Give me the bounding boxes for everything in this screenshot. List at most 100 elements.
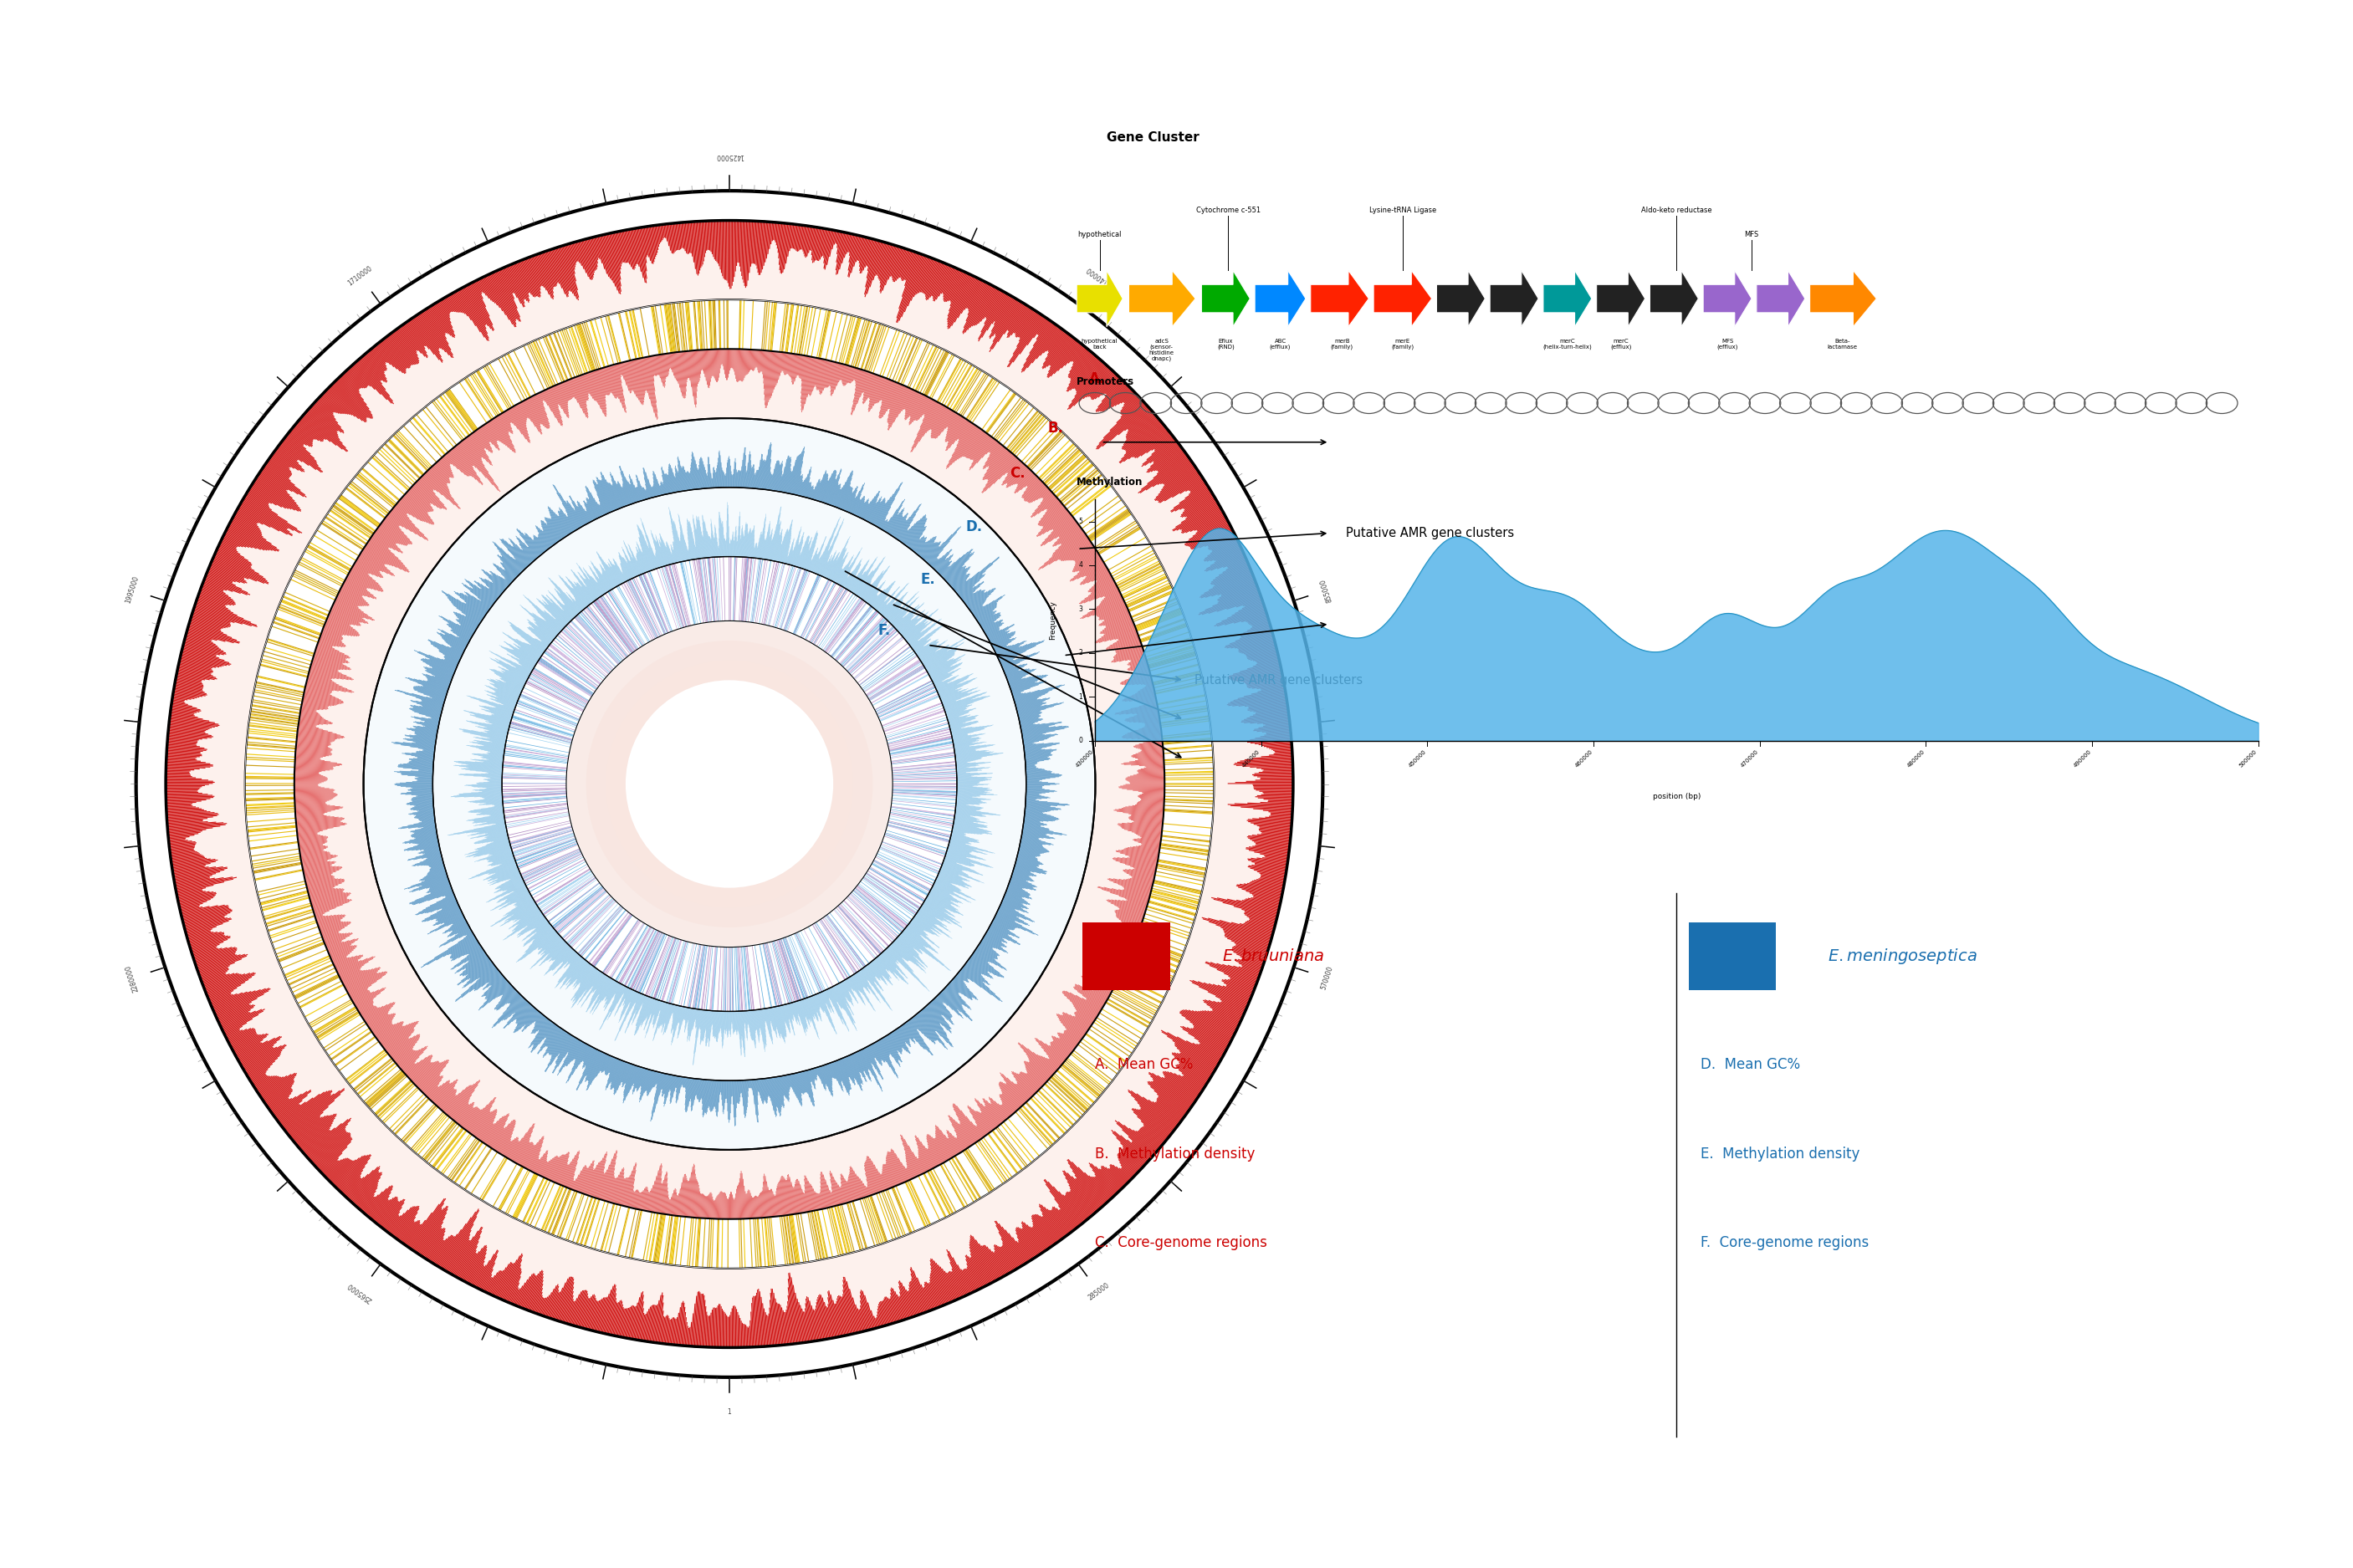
Wedge shape — [499, 892, 529, 909]
Wedge shape — [802, 580, 831, 638]
Wedge shape — [805, 1176, 812, 1212]
Wedge shape — [953, 737, 979, 742]
Wedge shape — [1242, 958, 1264, 966]
Wedge shape — [619, 1178, 626, 1204]
Wedge shape — [586, 1051, 600, 1079]
Wedge shape — [294, 757, 320, 759]
Wedge shape — [515, 839, 576, 861]
Wedge shape — [1054, 538, 1089, 561]
Wedge shape — [812, 536, 826, 572]
Wedge shape — [209, 994, 233, 1005]
Wedge shape — [1021, 831, 1045, 834]
Wedge shape — [969, 1253, 988, 1286]
Wedge shape — [419, 1060, 449, 1090]
Wedge shape — [896, 1029, 908, 1044]
Wedge shape — [624, 993, 638, 1021]
Wedge shape — [998, 909, 1024, 922]
Wedge shape — [1162, 1077, 1195, 1101]
Wedge shape — [988, 301, 1021, 353]
Wedge shape — [607, 483, 619, 510]
Wedge shape — [628, 1185, 633, 1207]
Wedge shape — [1132, 877, 1153, 883]
Wedge shape — [1129, 673, 1151, 679]
Wedge shape — [765, 532, 769, 560]
Wedge shape — [953, 426, 979, 463]
Wedge shape — [301, 702, 327, 709]
Wedge shape — [786, 1215, 795, 1264]
Wedge shape — [480, 750, 504, 753]
Wedge shape — [941, 869, 969, 881]
Wedge shape — [704, 1010, 706, 1041]
Wedge shape — [492, 690, 518, 699]
Wedge shape — [579, 582, 593, 602]
Wedge shape — [751, 530, 753, 558]
Wedge shape — [591, 1157, 602, 1196]
Wedge shape — [431, 717, 440, 720]
Wedge shape — [515, 839, 576, 862]
Wedge shape — [487, 867, 518, 880]
Wedge shape — [915, 914, 932, 927]
Wedge shape — [642, 472, 652, 499]
Wedge shape — [887, 731, 951, 746]
Wedge shape — [480, 583, 499, 599]
Wedge shape — [584, 1051, 600, 1082]
Wedge shape — [878, 1041, 899, 1077]
Wedge shape — [591, 492, 602, 516]
Text: 0: 0 — [1078, 737, 1082, 745]
Wedge shape — [894, 941, 927, 974]
Wedge shape — [842, 1290, 854, 1334]
Wedge shape — [264, 651, 311, 665]
Wedge shape — [285, 437, 318, 463]
Wedge shape — [965, 1269, 976, 1292]
Wedge shape — [1019, 1043, 1054, 1074]
Wedge shape — [946, 986, 969, 1008]
Wedge shape — [864, 967, 875, 983]
Wedge shape — [1122, 870, 1155, 878]
Wedge shape — [885, 1190, 904, 1236]
Wedge shape — [424, 906, 459, 922]
Wedge shape — [675, 466, 680, 492]
Wedge shape — [800, 544, 809, 568]
Text: 1140000: 1140000 — [1085, 265, 1113, 287]
Wedge shape — [873, 862, 929, 894]
Wedge shape — [840, 486, 852, 510]
Wedge shape — [939, 561, 953, 574]
Wedge shape — [871, 596, 878, 605]
Wedge shape — [1134, 1109, 1169, 1137]
Wedge shape — [1019, 1043, 1054, 1076]
Wedge shape — [918, 641, 936, 655]
Wedge shape — [805, 999, 812, 1022]
Wedge shape — [1000, 657, 1016, 663]
Wedge shape — [593, 480, 609, 513]
Wedge shape — [426, 880, 449, 889]
Wedge shape — [506, 1138, 518, 1157]
Wedge shape — [607, 1178, 616, 1203]
Wedge shape — [1139, 797, 1165, 798]
Wedge shape — [513, 1004, 529, 1022]
Wedge shape — [313, 657, 351, 670]
Wedge shape — [619, 364, 624, 376]
Wedge shape — [612, 1060, 624, 1090]
Wedge shape — [925, 649, 958, 668]
Wedge shape — [640, 1069, 649, 1101]
Wedge shape — [384, 442, 421, 478]
Wedge shape — [951, 833, 969, 837]
Wedge shape — [374, 532, 402, 552]
Wedge shape — [788, 353, 793, 375]
Text: C.: C. — [1009, 466, 1026, 481]
Wedge shape — [911, 538, 920, 550]
Wedge shape — [435, 911, 461, 924]
Wedge shape — [591, 1201, 605, 1248]
Wedge shape — [1144, 1126, 1165, 1143]
Wedge shape — [296, 746, 332, 751]
Wedge shape — [798, 541, 807, 568]
Wedge shape — [652, 488, 654, 497]
Wedge shape — [826, 362, 833, 387]
Wedge shape — [946, 707, 965, 715]
Wedge shape — [379, 342, 405, 375]
Wedge shape — [424, 310, 454, 358]
Wedge shape — [1101, 405, 1148, 447]
Wedge shape — [675, 477, 678, 492]
Wedge shape — [946, 709, 967, 715]
Wedge shape — [1148, 1083, 1188, 1112]
